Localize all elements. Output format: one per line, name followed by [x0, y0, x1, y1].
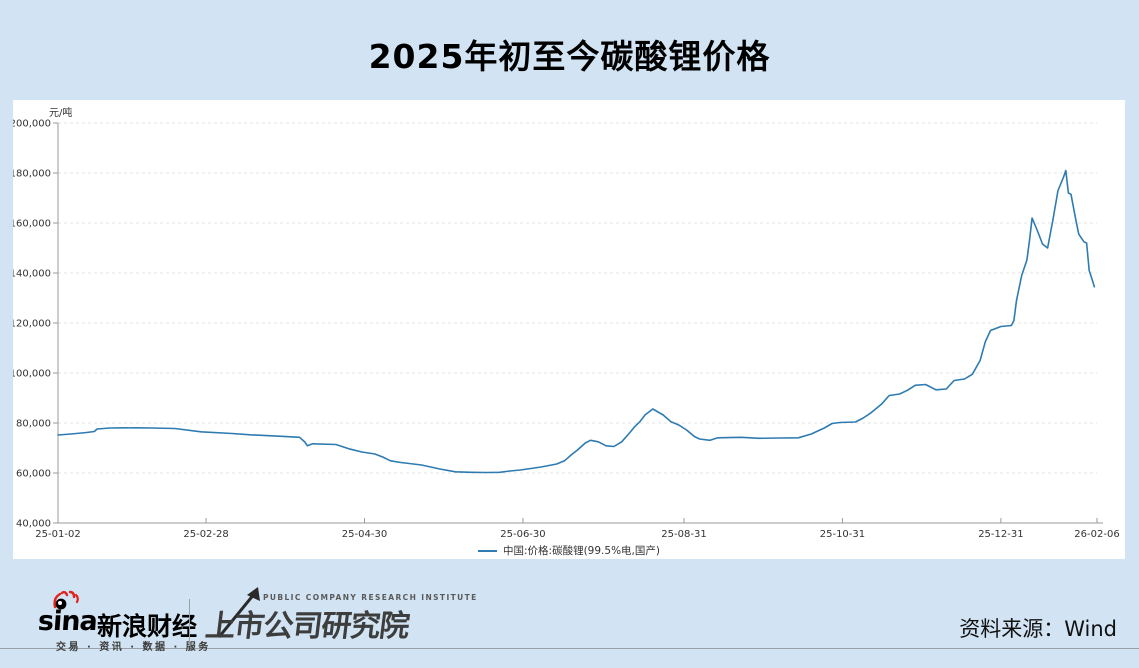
data-source-note: 资料来源：Wind — [959, 617, 1117, 641]
y-axis-unit-label: 元/吨 — [49, 108, 73, 119]
svg-text:26-02-06: 26-02-06 — [1074, 529, 1119, 540]
institute-name-cn: 上市公司研究院 — [203, 609, 411, 644]
svg-text:25-12-31: 25-12-31 — [978, 529, 1023, 540]
svg-text:100,000: 100,000 — [13, 369, 51, 380]
svg-text:25-04-30: 25-04-30 — [342, 529, 387, 540]
svg-text:25-08-31: 25-08-31 — [661, 529, 706, 540]
chart-panel: 40,000 60,000 80,000 100,000 120,000 140,000 1… — [13, 100, 1125, 559]
svg-text:160,000: 160,000 — [13, 219, 51, 230]
svg-text:180,000: 180,000 — [13, 169, 51, 180]
sina-tagline: 交易 · 资讯 · 数据 · 服务 — [56, 642, 211, 653]
footer-divider-line — [0, 648, 1139, 649]
page-title: 2025年初至今碳酸锂价格 — [368, 37, 771, 76]
svg-text:25-06-30: 25-06-30 — [500, 529, 545, 540]
svg-text:25-01-02: 25-01-02 — [35, 529, 80, 540]
price-line-chart: 40,000 60,000 80,000 100,000 120,000 140,000 1… — [13, 119, 1120, 541]
chart-legend: 中国:价格:碳酸锂(99.5%电,国产) — [13, 543, 1125, 558]
svg-text:120,000: 120,000 — [13, 319, 51, 330]
svg-text:25-02-28: 25-02-28 — [183, 529, 228, 540]
footer-vertical-divider — [189, 599, 190, 646]
svg-text:140,000: 140,000 — [13, 269, 51, 280]
svg-text:200,000: 200,000 — [13, 119, 51, 130]
sina-logo-wordmark: sina — [36, 606, 98, 637]
legend-line-swatch — [478, 549, 498, 552]
legend-label: 中国:价格:碳酸锂(99.5%电,国产) — [503, 545, 660, 557]
svg-text:80,000: 80,000 — [16, 419, 51, 430]
institute-name-en: PUBLIC COMPANY RESEARCH INSTITUTE — [263, 593, 478, 602]
svg-text:40,000: 40,000 — [16, 519, 51, 530]
sina-eye-icon — [53, 590, 79, 610]
sina-finance-brand: 新浪财经 — [97, 612, 198, 641]
svg-text:25-10-31: 25-10-31 — [820, 529, 865, 540]
svg-text:60,000: 60,000 — [16, 469, 51, 480]
institute-arrow-icon — [217, 587, 260, 638]
